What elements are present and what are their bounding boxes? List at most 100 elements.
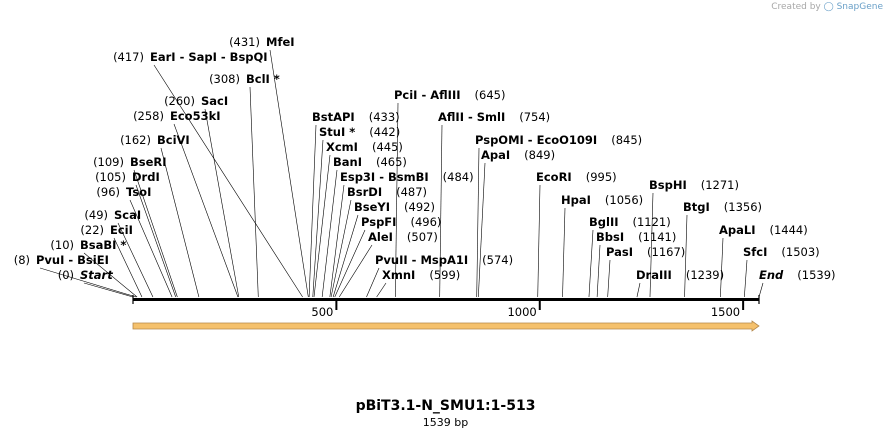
site-name: AleI — [368, 230, 393, 244]
site-position: (1539) — [797, 268, 835, 282]
site-pcii-afliii[interactable]: PciI - AflIII (645) — [394, 88, 505, 102]
site-name: End — [759, 268, 784, 282]
credit-prefix: Created by — [771, 2, 821, 12]
site-pasi[interactable]: PasI (1167) — [606, 245, 685, 259]
site-position: (22) — [80, 223, 104, 237]
site-name: SacI — [201, 94, 228, 108]
site-xcmi[interactable]: XcmI (445) — [326, 140, 403, 154]
site-bani[interactable]: BanI (465) — [333, 155, 407, 169]
site-position: (496) — [410, 215, 441, 229]
site-bsphi[interactable]: BspHI (1271) — [649, 178, 739, 192]
ruler-bar — [133, 298, 759, 301]
ruler-tick-label: 1000 — [507, 305, 536, 319]
leader-line — [269, 49, 309, 298]
site-apai[interactable]: ApaI (849) — [481, 148, 555, 162]
leader-line — [636, 282, 641, 298]
site-name: BtgI — [683, 200, 710, 214]
leader-line — [160, 147, 200, 298]
site-bglii[interactable]: BglII (1121) — [589, 215, 671, 229]
leader-line — [334, 229, 366, 298]
site-name: EarI - SapI - BspQI — [150, 50, 268, 64]
site-position: (645) — [475, 88, 506, 102]
leader-line — [596, 244, 601, 298]
site-bsrdi[interactable]: BsrDI (487) — [347, 185, 427, 199]
site-pvui-bsiei[interactable]: PvuI - BsiEI (8) — [14, 253, 109, 267]
map-title: pBiT3.1-N_SMU1:1-513 — [355, 398, 536, 414]
site-pspomi-ecoo109i[interactable]: PspOMI - EcoO109I (845) — [475, 133, 642, 147]
site-ecori[interactable]: EcoRI (995) — [536, 170, 617, 184]
site-name: SfcI — [743, 245, 767, 259]
site-drdi[interactable]: DrdI (105) — [95, 170, 160, 184]
site-alei[interactable]: AleI (507) — [368, 230, 438, 244]
site-eco53ki[interactable]: Eco53kI (258) — [133, 109, 220, 123]
feature-track — [132, 320, 760, 332]
leader-line — [113, 237, 143, 298]
site-bcivi[interactable]: BciVI (162) — [120, 133, 190, 147]
site-position: (487) — [396, 185, 427, 199]
leader-line — [135, 184, 176, 298]
site-name: BbsI — [596, 230, 624, 244]
site-name: ApaI — [481, 148, 510, 162]
site-position: (1503) — [781, 245, 819, 259]
site-btgi[interactable]: BtgI (1356) — [683, 200, 762, 214]
site-name: PasI — [606, 245, 633, 259]
site-bstapi[interactable]: BstAPI (433) — [312, 110, 400, 124]
site-mfei[interactable]: MfeI (431) — [229, 35, 294, 49]
leader-line — [758, 282, 764, 298]
site-name: BanI — [333, 155, 362, 169]
site-position: (431) — [229, 35, 260, 49]
site-pspfi[interactable]: PspFI (496) — [361, 215, 441, 229]
site-position: (849) — [524, 148, 555, 162]
site-position: (1141) — [638, 230, 676, 244]
site-sfci[interactable]: SfcI (1503) — [743, 245, 820, 259]
leader-line — [83, 252, 138, 298]
site-esp3i-bsmbi[interactable]: Esp3I - BsmBI (484) — [340, 170, 474, 184]
site-tsoi[interactable]: TsoI (96) — [96, 185, 151, 199]
leader-line — [338, 244, 373, 298]
site-name: BglII — [589, 215, 619, 229]
site-pvuii-mspa1i[interactable]: PvuII - MspA1I (574) — [375, 253, 513, 267]
ruler-tick-label: 500 — [311, 305, 333, 319]
site-aflii-smli[interactable]: AflII - SmlI (754) — [438, 110, 550, 124]
site-name: XcmI — [326, 140, 358, 154]
site-bseri[interactable]: BseRI (109) — [93, 155, 166, 169]
site-bsabi[interactable]: BsaBI * (10) — [50, 238, 126, 252]
site-position: (260) — [164, 94, 195, 108]
site-draiii[interactable]: DraIII (1239) — [636, 268, 724, 282]
site-name: BsrDI — [347, 185, 382, 199]
site-stui[interactable]: StuI * (442) — [319, 125, 400, 139]
feature-arrow[interactable] — [132, 320, 760, 332]
site-name: HpaI — [561, 193, 591, 207]
site-apali[interactable]: ApaLI (1444) — [719, 223, 808, 237]
site-position: (599) — [429, 268, 460, 282]
site-scai[interactable]: ScaI (49) — [84, 208, 141, 222]
site-position: (465) — [376, 155, 407, 169]
site-bcli[interactable]: BclI * (308) — [209, 72, 280, 86]
site-eari-sapi-bspqi[interactable]: EarI - SapI - BspQI (417) — [113, 50, 268, 64]
site-end[interactable]: End (1539) — [759, 268, 836, 282]
site-name: BciVI — [157, 133, 190, 147]
leader-line — [366, 267, 380, 298]
leader-line — [308, 124, 317, 298]
site-name: PspFI — [361, 215, 396, 229]
site-name: AflII - SmlI — [438, 110, 505, 124]
site-bbsi[interactable]: BbsI (1141) — [596, 230, 676, 244]
credit-brand: SnapGene — [836, 2, 883, 12]
site-position: (442) — [369, 125, 400, 139]
leader-line — [476, 147, 480, 298]
site-bseyi[interactable]: BseYI (492) — [354, 200, 435, 214]
site-position: (162) — [120, 133, 151, 147]
site-position: (417) — [113, 50, 144, 64]
site-hpai[interactable]: HpaI (1056) — [561, 193, 643, 207]
site-xmni[interactable]: XmnI (599) — [382, 268, 460, 282]
site-name: PvuI - BsiEI — [36, 253, 109, 267]
sequence-ruler: 500 1000 1500 — [132, 295, 760, 319]
site-position: (1239) — [686, 268, 724, 282]
site-name: Start — [80, 268, 113, 282]
map-length: 1539 bp — [422, 416, 469, 429]
site-start[interactable]: Start (0) — [58, 268, 114, 282]
site-saci[interactable]: SacI (260) — [164, 94, 228, 108]
leader-line — [478, 162, 486, 298]
site-ecii[interactable]: EciI (22) — [80, 223, 133, 237]
snapgene-credit: Created by ◯ SnapGene — [771, 2, 883, 12]
